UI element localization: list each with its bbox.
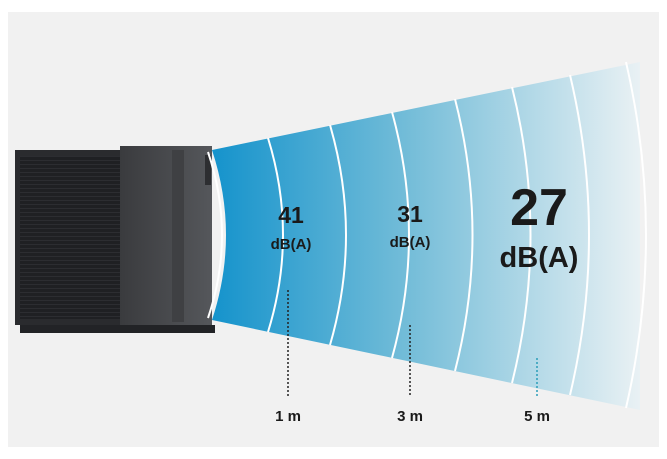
level-unit: dB(A) bbox=[500, 242, 579, 274]
sound-cone bbox=[212, 62, 640, 410]
level-value: 31 bbox=[397, 201, 423, 227]
heat-pump bbox=[15, 146, 215, 333]
distance-label: 5 m bbox=[524, 408, 550, 425]
level-unit: dB(A) bbox=[390, 234, 431, 251]
sound-arcs bbox=[207, 61, 647, 409]
distance-label: 1 m bbox=[275, 408, 301, 425]
distance-label: 3 m bbox=[397, 408, 423, 425]
level-value: 27 bbox=[510, 179, 568, 237]
level-unit: dB(A) bbox=[271, 236, 312, 253]
level-value: 41 bbox=[278, 202, 304, 228]
